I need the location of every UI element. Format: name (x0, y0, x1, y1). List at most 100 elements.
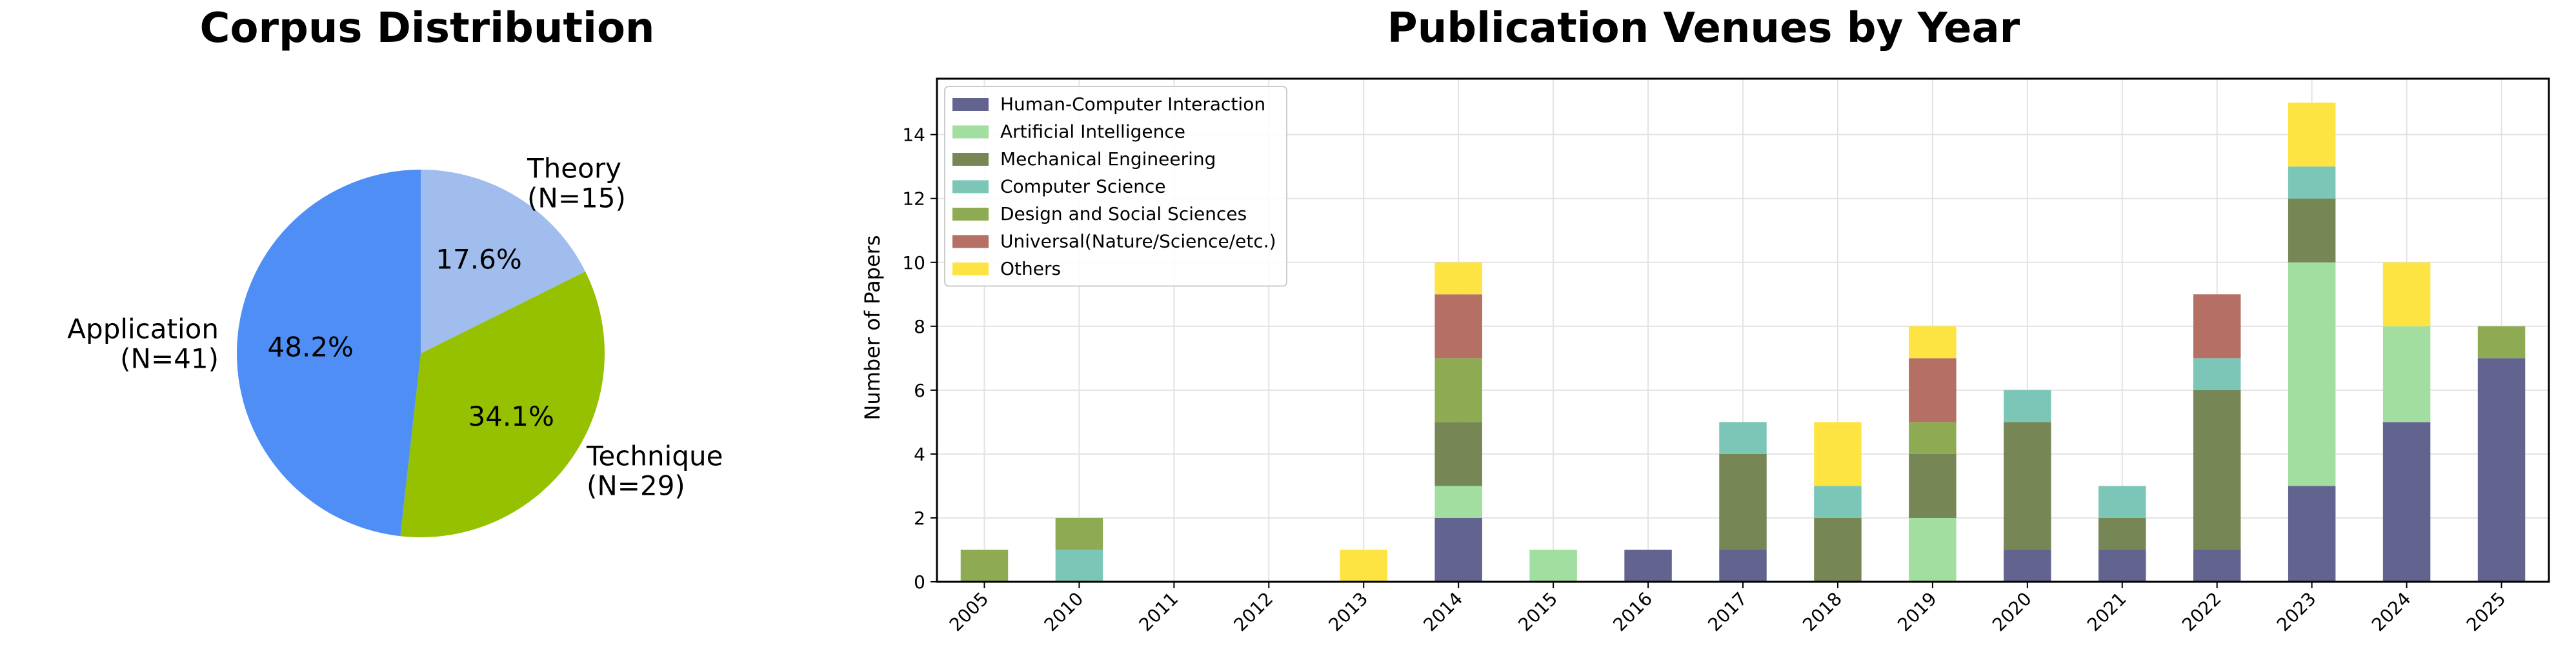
y-tick-label: 2 (914, 508, 925, 529)
pie-percent-label: 34.1% (468, 401, 554, 432)
y-tick-label: 14 (902, 124, 925, 146)
bar-segment (1434, 294, 1482, 359)
bar-segment (1814, 517, 1862, 582)
bar-segment (1814, 422, 1862, 486)
bar-segment (2382, 262, 2431, 326)
bar-segment (1624, 550, 1672, 582)
x-tick-label: 2011 (1135, 588, 1183, 636)
bar-segment (2098, 486, 2146, 518)
bar-segment (2288, 486, 2336, 582)
y-tick-label: 6 (914, 380, 925, 401)
bar-segment (1055, 517, 1103, 550)
pie-percent-label: 17.6% (436, 244, 521, 275)
bar-segment (2288, 262, 2336, 486)
legend-swatch (952, 208, 989, 221)
bar-segment (1909, 326, 1957, 359)
bar-chart: 0 2 4 6 8 10 12 14 2005 2010 2011 2012 2013 2014 2015 2… (902, 77, 2550, 636)
y-tick-label: 4 (914, 444, 925, 465)
bar-segment (1814, 486, 1862, 518)
bar-segment (1434, 486, 1482, 518)
bar-segment (2382, 422, 2431, 582)
bar-segment (1529, 550, 1577, 582)
legend-swatch (952, 180, 989, 194)
x-tick-label: 2020 (1988, 588, 2036, 636)
bar-segment (2193, 294, 2241, 359)
bar-segment (1340, 550, 1387, 582)
y-tick-label: 8 (914, 316, 925, 337)
bar-segment (1719, 453, 1767, 550)
bar-segment (2098, 550, 2146, 582)
bar-segment (1719, 422, 1767, 454)
bar-segment (2288, 166, 2336, 199)
bar-segment (1719, 550, 1767, 582)
bar-segment (2193, 550, 2241, 582)
legend-label: Mechanical Engineering (1000, 148, 1216, 170)
x-tick-label: 2015 (1514, 588, 1562, 636)
x-tick-label: 2021 (2083, 588, 2131, 636)
bar-segment (1434, 262, 1482, 295)
x-tick-label: 2022 (2178, 588, 2226, 636)
x-tick-label: 2005 (945, 588, 993, 636)
pie-slice-application (236, 170, 421, 537)
bar-segment (2004, 422, 2051, 550)
pie-category-label: Technique (586, 441, 723, 472)
x-tick-label: 2013 (1324, 588, 1372, 636)
pie-category-label: Theory (527, 152, 621, 184)
bar-segment (2382, 326, 2431, 422)
bar-segment (1055, 550, 1103, 582)
bar-title: Publication Venues by Year (1387, 5, 2020, 52)
bar-segment (960, 550, 1009, 582)
legend-label: Computer Science (1000, 176, 1166, 197)
bar-segment (2288, 103, 2336, 167)
x-tick-label: 2014 (1419, 588, 1467, 636)
x-tick-label: 2010 (1040, 588, 1088, 636)
pie-count-label: (N=29) (587, 470, 685, 502)
pie-slice-technique (400, 271, 605, 538)
legend (944, 86, 1287, 287)
pie-title: Corpus Distribution (200, 5, 655, 52)
pie-count-label: (N=15) (527, 182, 626, 213)
legend-swatch (952, 153, 989, 166)
bar-segment (2098, 517, 2146, 550)
bar-segment (1909, 453, 1957, 518)
y-tick-label: 0 (914, 571, 925, 593)
y-tick-label: 10 (902, 252, 925, 273)
x-tick-label: 2012 (1230, 588, 1278, 636)
legend-label: Others (1000, 258, 1061, 279)
legend-label: Design and Social Sciences (1000, 203, 1247, 224)
x-tick-label: 2017 (1704, 588, 1751, 636)
x-tick-label: 2018 (1798, 588, 1846, 636)
y-axis-label: Number of Papers (860, 235, 885, 420)
bar-segment (2193, 390, 2241, 550)
bar-segment (1434, 517, 1482, 582)
pie-slice-theory (421, 170, 586, 353)
legend-swatch (952, 98, 989, 111)
pie-category-label: Application (67, 313, 219, 345)
bar-segment (1434, 422, 1482, 486)
bar-segment (1909, 517, 1957, 582)
bar-segment (2193, 358, 2241, 390)
legend-label: Universal(Nature/Science/etc.) (1000, 231, 1276, 252)
legend-swatch (952, 263, 989, 275)
bar-segment (1909, 422, 1957, 454)
legend-label: Artificial Intelligence (1000, 121, 1185, 143)
y-tick-label: 12 (902, 188, 925, 210)
pie-percent-label: 48.2% (268, 332, 354, 363)
bar-segment (2477, 358, 2526, 582)
legend-swatch (952, 235, 989, 248)
pie-chart: 17.6% Theory(N=15) 34.1% Technique(N=29) 48.… (67, 152, 723, 538)
bar-segment (1909, 358, 1957, 422)
x-tick-label: 2023 (2273, 588, 2320, 636)
legend-label: Human-Computer Interaction (1000, 94, 1265, 115)
bar-segment (2004, 390, 2051, 422)
legend-swatch (952, 125, 989, 139)
x-tick-label: 2025 (2462, 588, 2510, 636)
bar-segment (2477, 326, 2526, 359)
pie-count-label: (N=41) (120, 343, 219, 375)
x-tick-label: 2024 (2368, 588, 2415, 636)
bar-segment (1434, 358, 1482, 422)
x-tick-label: 2016 (1609, 588, 1656, 636)
bar-segment (2288, 198, 2336, 263)
x-tick-label: 2019 (1893, 588, 1941, 636)
